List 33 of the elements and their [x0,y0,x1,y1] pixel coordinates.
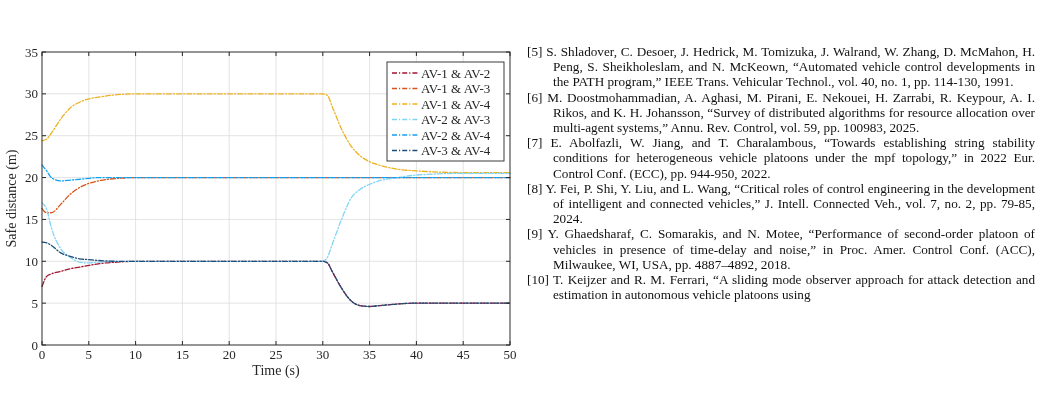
text: [10] T. Keijzer and R. M. Ferrari, “A sliding mode observer approach for attack detection and estimation in autonomous vehicle platoons using [527,272,1035,303]
legend-label: AV-2 & AV-4 [421,127,491,143]
x-tick-label: 45 [456,347,470,362]
y-tick-label: 20 [25,170,38,186]
legend-label: AV-1 & AV-3 [421,81,491,97]
y-tick-label: 25 [25,128,38,144]
y-tick-label: 35 [25,44,38,60]
text: [8] Y. Fei, P. Shi, Y. Liu, and L. Wang, “Critical roles of control engineering in the development of intelligent and connected vehicles,” J. Intell. Connected Veh., vol. 7, no. 2, pp. 79-85, 2024. [527,180,1035,227]
x-tick-label: 10 [129,347,143,362]
x-tick-label: 40 [409,347,423,362]
x-tick-label: 25 [269,347,283,362]
text: [5] S. Shladover, C. Desoer, J. Hedrick, M. Tomizuka, J. Walrand, W. Zhang, D. McMahon, H. Peng, S. Sheikholeslam, and N. McKeown, “Automated vehicle control developments in the PATH program,” IEEE Trans. Vehicular Technol., vol. 40, no. 1, pp. 114-130, 1991. [527,44,1035,90]
legend-label: AV-2 & AV-3 [421,112,491,128]
y-tick-label: 10 [25,253,38,269]
text: [7] E. Abolfazli, W. Jiang, and T. Charalambous, “Towards establishing string stability conditions for heterogeneous vehicle platoons under the mpf topology,” in 2022 Eur. Control Conf. (ECC), pp. 944-950, 2022. [527,135,1035,181]
x-tick-label: 50 [503,347,517,362]
y-tick-label: 5 [31,295,38,311]
y-tick-label: 30 [25,86,38,102]
legend-label: AV-3 & AV-4 [421,143,491,159]
legend-label: AV-1 & AV-4 [421,96,491,112]
y-tick-label: 15 [25,211,38,227]
x-tick-label: 30 [316,347,330,362]
line-series [41,93,511,174]
x-tick-label: 15 [175,347,189,362]
y-axis-title: Safe distance (m) [4,149,20,248]
x-tick-label: 20 [222,347,236,362]
x-tick-label: 5 [85,347,93,362]
text: [6] M. Doostmohammadian, A. Aghasi, M. Pirani, E. Nekouei, H. Zarrabi, R. Keypour, A. I. Rikos, and K. H. Johansson, “Survey of distributed algorithms for resource allocation over multi-agent systems,” Annu. Rev. Control, vol. 59, pp. 100983, 2025. [527,89,1035,136]
legend-label: AV-1 & AV-2 [421,65,491,81]
x-axis-title: Time (s) [252,363,300,379]
text: [9] Y. Ghaedsharaf, C. Somarakis, and N. Motee, “Performance of second-order platoon of vehicles in presence of time-delay and noise,” in Proc. Amer. Control Conf. (ACC), Milwaukee, WI, USA, pp. 4887–4892, 2018. [527,226,1035,273]
x-tick-label: 35 [363,347,377,362]
line-series [41,172,511,264]
